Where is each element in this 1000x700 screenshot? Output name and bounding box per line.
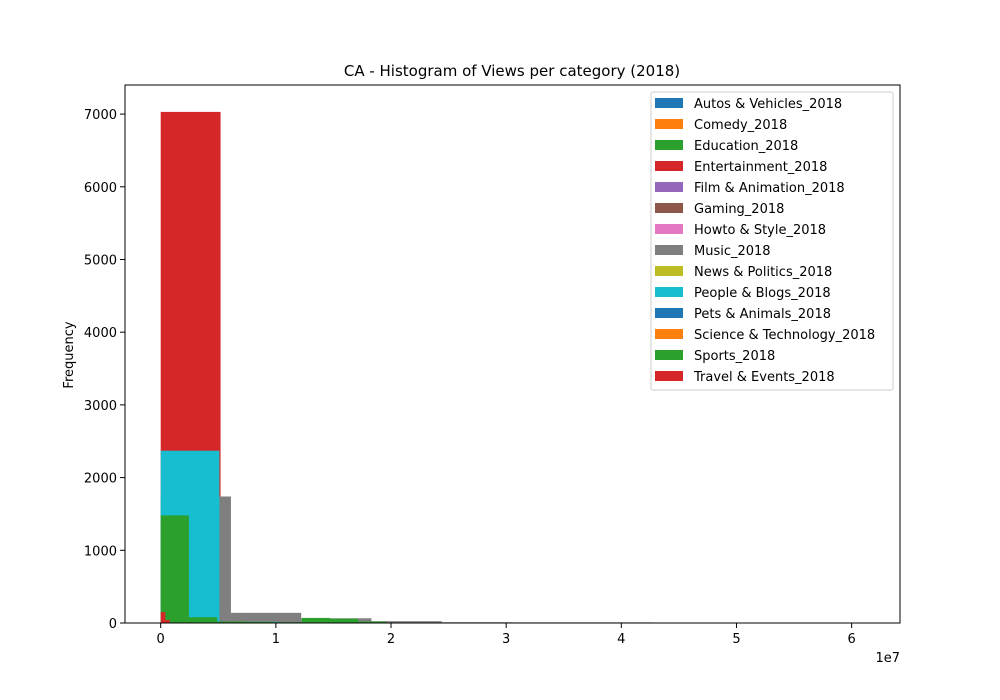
- legend-swatch: [655, 245, 683, 255]
- legend-label: Comedy_2018: [694, 118, 787, 133]
- x-tick-label: 5: [732, 632, 740, 647]
- legend-box: [650, 91, 894, 391]
- x-tick-label: 1: [272, 632, 280, 647]
- histogram-bar: [358, 621, 387, 623]
- x-tick-label: 4: [617, 632, 625, 647]
- axes-layer: 0 1 2 3 4 5 6 0 1000 2000 3000 4000 5000 6000 7000: [84, 84, 901, 647]
- legend-label: Autos & Vehicles_2018: [694, 97, 842, 112]
- histogram-bar: [230, 612, 302, 623]
- legend-label: Gaming_2018: [694, 202, 784, 217]
- legend-label: Sports_2018: [694, 349, 775, 364]
- y-tick-label: 2000: [84, 472, 117, 487]
- legend-swatch: [655, 350, 683, 360]
- legend-label: Entertainment_2018: [694, 160, 827, 175]
- histogram-bar: [371, 621, 442, 623]
- legend-label: Science & Technology_2018: [694, 328, 875, 343]
- x-axis-offset-text: 1e7: [875, 651, 900, 666]
- histogram-bar: [301, 617, 330, 623]
- legend-swatch: [655, 140, 683, 150]
- legend: Autos & Vehicles_2018 Comedy_2018 Educatio…: [650, 91, 894, 391]
- histogram-bar: [160, 612, 166, 623]
- y-axis-label: Frequency: [62, 321, 77, 388]
- x-tick-label: 3: [502, 632, 510, 647]
- y-tick-label: 4000: [84, 326, 117, 341]
- chart-title: CA - Histogram of Views per category (20…: [344, 62, 680, 80]
- legend-label: News & Politics_2018: [694, 265, 832, 280]
- legend-swatch: [655, 161, 683, 171]
- histogram-bar: [245, 621, 274, 623]
- legend-label: People & Blogs_2018: [694, 286, 831, 301]
- histogram-bar: [188, 617, 218, 623]
- y-tick-label: 5000: [84, 253, 117, 268]
- x-tick-label: 0: [157, 632, 165, 647]
- histogram-bar: [160, 515, 189, 623]
- legend-swatch: [655, 329, 683, 339]
- legend-swatch: [655, 266, 683, 276]
- legend-label: Film & Animation_2018: [694, 181, 845, 196]
- legend-swatch: [655, 371, 683, 381]
- legend-swatch: [655, 98, 683, 108]
- legend-swatch: [655, 119, 683, 129]
- y-tick-label: 7000: [84, 108, 117, 123]
- legend-swatch: [655, 308, 683, 318]
- legend-swatch: [655, 182, 683, 192]
- y-tick-label: 3000: [84, 399, 117, 414]
- legend-swatch: [655, 287, 683, 297]
- x-tick-label: 2: [387, 632, 395, 647]
- legend-label: Travel & Events_2018: [693, 370, 835, 385]
- legend-label: Education_2018: [694, 139, 798, 154]
- y-tick-label: 0: [109, 617, 117, 632]
- legend-label: Pets & Animals_2018: [694, 307, 831, 322]
- y-tick-label: 6000: [84, 181, 117, 196]
- plot-frame: [124, 84, 901, 624]
- histogram-bar: [217, 621, 246, 623]
- legend-label: Music_2018: [694, 244, 771, 259]
- legend-swatch: [655, 224, 683, 234]
- histogram-bar: [329, 618, 359, 623]
- histogram-bar: [165, 620, 170, 623]
- legend-swatch: [655, 203, 683, 213]
- x-tick-label: 6: [847, 632, 855, 647]
- legend-label: Howto & Style_2018: [694, 223, 826, 238]
- y-tick-label: 1000: [84, 544, 117, 559]
